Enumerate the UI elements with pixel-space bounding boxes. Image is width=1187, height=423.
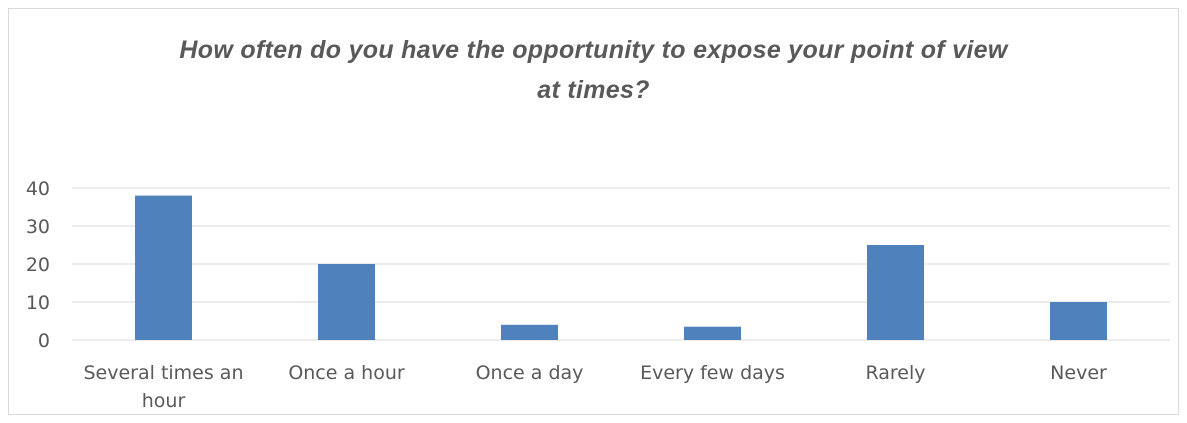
- x-category-label: Rarely: [865, 362, 925, 384]
- bar: [501, 324, 558, 340]
- x-category-labels: Several times an hour Once a hour Once a da…: [83, 362, 1107, 412]
- x-category-label-line: Once a day: [476, 362, 584, 384]
- x-category-label-line: Every few days: [640, 362, 785, 384]
- bars: [135, 195, 1107, 340]
- y-tick-label: 0: [38, 330, 50, 352]
- bar: [318, 264, 375, 340]
- x-category-label: Several times an hour: [83, 362, 243, 412]
- x-category-label-line: hour: [142, 390, 186, 412]
- bar: [684, 326, 741, 340]
- y-tick-label: 10: [26, 292, 50, 314]
- gridlines: [72, 187, 1170, 341]
- x-category-label: Once a hour: [288, 362, 405, 384]
- x-category-label: Once a day: [476, 362, 584, 384]
- chart-frame: [8, 8, 1179, 415]
- x-category-label-line: Never: [1050, 362, 1107, 384]
- x-category-label: Never: [1050, 362, 1107, 384]
- bar: [867, 245, 924, 340]
- chart-title-line-1: How often do you have the opportunity to…: [179, 36, 1008, 64]
- x-category-label-line: Rarely: [865, 362, 925, 384]
- y-tick-label: 40: [26, 178, 50, 200]
- x-category-label-line: Once a hour: [288, 362, 405, 384]
- y-tick-label: 20: [26, 254, 50, 276]
- y-tick-label: 30: [26, 216, 50, 238]
- bar: [1050, 302, 1107, 340]
- chart-title-line-2: at times?: [537, 76, 650, 104]
- x-category-label-line: Several times an: [83, 362, 243, 384]
- bar: [135, 195, 192, 340]
- chart-title: How often do you have the opportunity to…: [0, 30, 1187, 110]
- y-tick-labels: 0 10 20 30 40: [26, 178, 50, 352]
- x-category-label: Every few days: [640, 362, 785, 384]
